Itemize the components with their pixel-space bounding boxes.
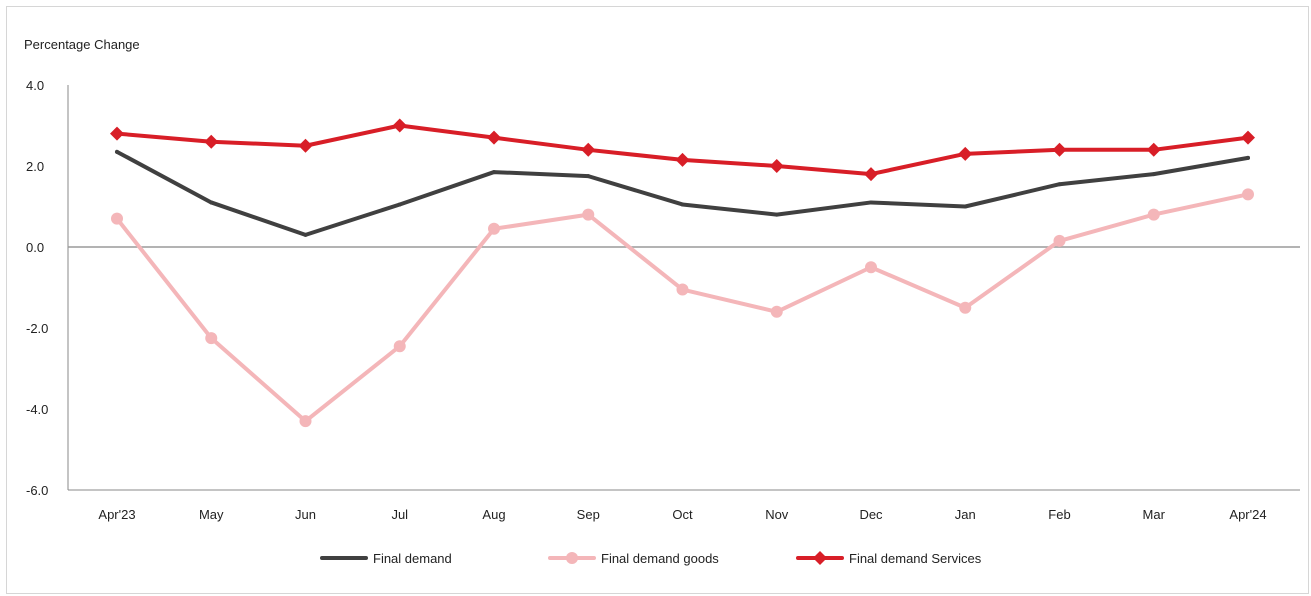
data-point	[303, 232, 308, 237]
legend: Final demand Final demand goods Final dema…	[320, 551, 982, 566]
y-tick-label: 4.0	[26, 78, 44, 93]
legend-marker	[813, 551, 827, 565]
legend-label: Final demand	[373, 551, 452, 566]
data-point	[770, 305, 783, 318]
data-point	[487, 130, 501, 145]
legend-item-final-demand-services: Final demand Services	[796, 551, 982, 566]
data-point	[1147, 208, 1160, 221]
x-tick-labels: Apr'23 May Jun Jul Aug Sep Oct Nov Dec Jan Feb Mar A…	[98, 507, 1266, 522]
data-point	[958, 146, 973, 161]
x-tick-label: Apr'23	[98, 507, 135, 522]
data-point	[1151, 172, 1156, 177]
data-point	[488, 222, 500, 235]
data-point	[586, 174, 591, 179]
series-final-demand-services	[110, 118, 1255, 182]
legend-item-final-demand-goods: Final demand goods	[548, 551, 719, 566]
series-layer	[110, 118, 1255, 428]
data-point	[492, 170, 496, 175]
data-point	[1053, 234, 1066, 247]
axes	[67, 85, 1300, 491]
y-tick-label: 2.0	[26, 159, 44, 174]
x-tick-label: Mar	[1143, 507, 1166, 522]
data-point	[209, 200, 214, 205]
data-point	[1241, 130, 1255, 145]
data-point	[865, 261, 877, 274]
data-point	[680, 202, 685, 207]
legend-item-final-demand: Final demand	[320, 551, 452, 566]
data-point	[115, 149, 119, 154]
x-tick-label: May	[199, 507, 224, 522]
x-tick-label: Feb	[1048, 507, 1070, 522]
data-point	[959, 301, 972, 314]
data-point	[864, 167, 878, 182]
x-tick-label: Apr'24	[1229, 507, 1266, 522]
chart-frame	[6, 6, 1309, 594]
data-point	[1057, 182, 1062, 187]
data-point	[1242, 188, 1254, 201]
data-point	[675, 152, 690, 167]
legend-label: Final demand goods	[601, 551, 719, 566]
y-axis-title: Percentage Change	[24, 37, 140, 52]
legend-marker	[566, 552, 578, 564]
data-point	[110, 126, 124, 141]
x-tick-label: Jun	[295, 507, 316, 522]
x-tick-label: Sep	[577, 507, 600, 522]
data-point	[204, 134, 219, 149]
y-tick-label: 0.0	[26, 240, 44, 255]
data-point	[392, 118, 407, 133]
data-point	[582, 208, 595, 221]
data-point	[963, 204, 968, 209]
x-tick-label: Aug	[482, 507, 505, 522]
data-point	[869, 200, 873, 205]
data-point	[581, 142, 596, 157]
data-point	[676, 283, 689, 296]
data-point	[1146, 142, 1161, 157]
x-tick-label: Jul	[391, 507, 408, 522]
series-final-demand	[115, 149, 1250, 237]
legend-label: Final demand Services	[849, 551, 982, 566]
x-tick-label: Dec	[859, 507, 883, 522]
data-point	[1052, 142, 1067, 157]
data-point	[111, 212, 123, 225]
data-point	[1246, 155, 1250, 160]
data-point	[298, 138, 313, 153]
data-point	[397, 202, 402, 207]
data-point	[393, 340, 406, 353]
data-point	[299, 415, 312, 428]
x-tick-label: Jan	[955, 507, 976, 522]
data-point	[205, 332, 218, 345]
x-tick-label: Oct	[672, 507, 693, 522]
data-point	[769, 159, 784, 173]
y-tick-label: -6.0	[26, 483, 48, 498]
y-tick-labels: 4.0 2.0 0.0 -2.0 -4.0 -6.0	[26, 78, 48, 498]
series-final-demand-goods	[111, 188, 1254, 428]
data-point	[774, 212, 779, 217]
y-tick-label: -4.0	[26, 402, 48, 417]
x-tick-label: Nov	[765, 507, 789, 522]
y-tick-label: -2.0	[26, 321, 48, 336]
